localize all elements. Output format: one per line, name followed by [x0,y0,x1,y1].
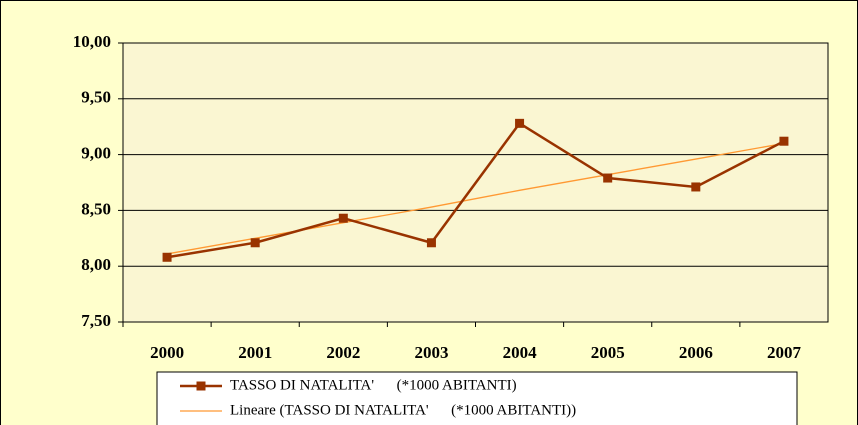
marker [691,182,701,192]
trend-line [166,142,785,255]
legend-label: TASSO DI NATALITA' (*1000 ABITANTI) [230,377,517,393]
x-tick-label: 2004 [503,343,538,362]
x-tick-label: 2000 [150,343,184,362]
y-tick-label: 7,50 [81,311,111,330]
legend-marker [196,381,206,391]
marker [338,213,348,223]
x-tick-label: 2006 [679,343,713,362]
series-line [166,121,785,259]
legend-label: Lineare (TASSO DI NATALITA' (*1000 ABITA… [230,402,576,418]
marker [426,238,436,248]
y-tick-label: 10,00 [73,32,111,51]
x-tick-label: 2002 [326,343,360,362]
x-tick-label: 2003 [414,343,448,362]
x-tick-label: 2005 [591,343,625,362]
x-tick-label: 2001 [238,343,272,362]
x-tick-label: 2007 [767,343,802,362]
y-tick-label: 8,50 [81,199,111,218]
y-tick-label: 8,00 [81,255,111,274]
marker [603,173,613,183]
marker [779,136,789,146]
marker [250,238,260,248]
marker [515,118,525,128]
y-tick-label: 9,50 [81,88,111,107]
y-tick-label: 9,00 [81,144,111,163]
legend-box [156,371,798,425]
marker [162,252,172,262]
